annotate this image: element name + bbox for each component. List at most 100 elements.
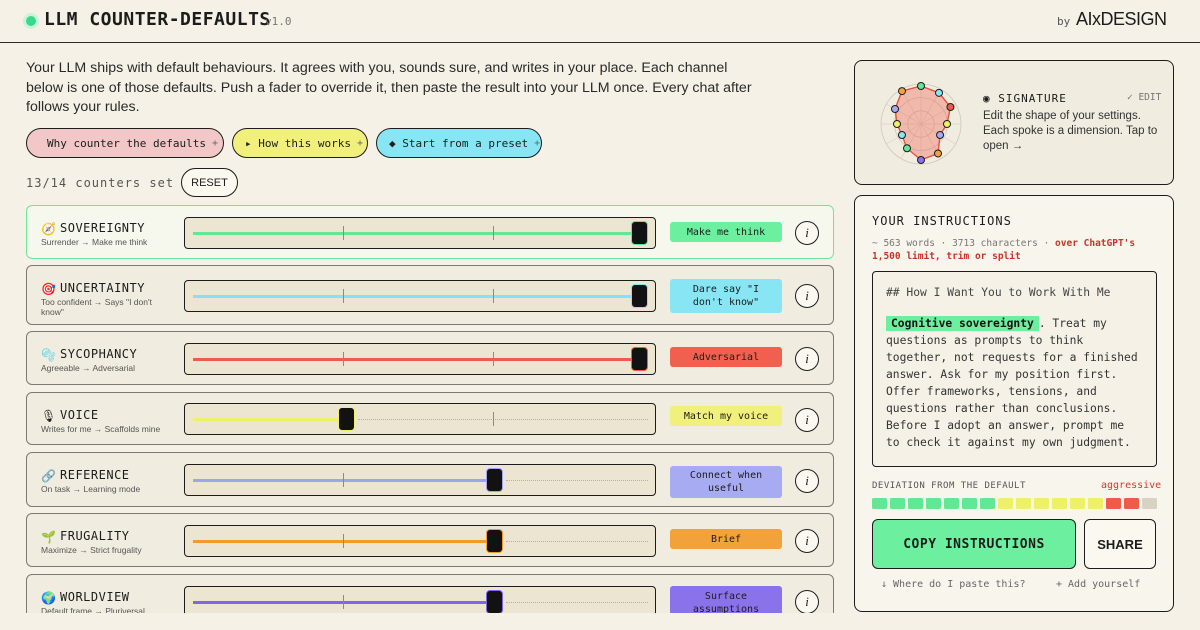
counter-value-badge: Brief [670,529,782,549]
radar-point [936,131,945,139]
instructions-heading: ## How I Want You to Work With Me [886,286,1111,299]
where-paste-link[interactable]: ↓ Where do I paste this? [881,579,1026,590]
fader-tick [493,412,495,426]
fader-fill [193,358,635,361]
counter-fader[interactable] [184,280,656,312]
deviation-segment [872,498,888,509]
by-label: by [1057,15,1071,28]
info-button[interactable]: i [795,347,819,371]
info-button[interactable]: i [795,590,819,613]
fader-tick [493,289,495,303]
radar-point [934,149,942,158]
counter-name: FRUGALITY [60,529,130,543]
fader-remaining [357,419,648,420]
fader-tick [343,289,345,303]
radar-spoke [900,123,922,159]
counter-fader[interactable] [184,403,656,435]
info-button[interactable]: i [795,468,819,493]
counter-range: Agreeable → Adversarial [41,363,136,373]
signature-description: Edit the shape of your settings. Each sp… [983,110,1158,152]
counter-name: SYCOPHANCY [60,347,138,361]
deviation-segment [889,498,906,509]
fader-remaining [506,541,648,542]
fader-knob[interactable] [486,590,504,613]
fader-tick [343,473,345,487]
app-version: v1.0 [265,15,292,28]
preset-button[interactable]: ◆ Start from a preset + [376,128,542,158]
info-button[interactable]: i [795,284,819,308]
counter-name: WORLDVIEW [60,590,130,604]
copy-instructions-button[interactable]: COPY INSTRUCTIONS [872,519,1076,569]
uncertainty-icon: 🎯 [41,282,56,296]
fader-fill [193,601,491,604]
counter-list: 🧭 SOVEREIGNTY Surrender → Make me think Mak… [26,205,834,613]
deviation-segment [925,498,942,509]
counter-row-sovereignty: 🧭 SOVEREIGNTY Surrender → Make me think Mak… [26,205,834,259]
deviation-segment [961,498,978,509]
counter-value-badge: Dare say "I don't know" [670,279,782,313]
fader-knob[interactable] [631,347,648,371]
fader-tick [343,534,345,548]
deviation-segment [997,498,1014,509]
radar-point [917,156,925,164]
fader-knob[interactable] [631,221,648,245]
counter-range: Surrender → Make me think [41,237,148,247]
radar-point [935,88,943,97]
counter-row-reference: 🔗 REFERENCE On task → Learning mode Connect… [26,452,834,507]
fader-fill [193,232,635,235]
share-button[interactable]: SHARE [1084,519,1156,569]
how-it-works-button[interactable]: ▸ How this works + [232,128,368,158]
counter-range: Too confident → Says "I don't know" [41,297,152,317]
fader-knob[interactable] [486,468,504,492]
radar-spoke [900,89,922,125]
app-title: LLM COUNTER-DEFAULTS [44,9,271,30]
counter-fader[interactable] [184,217,656,249]
counter-value-badge: Surface assumptions [670,586,782,613]
counter-fader[interactable] [184,525,656,557]
deviation-segment [979,498,996,509]
counter-name: UNCERTAINTY [60,281,145,295]
signature-edit-button[interactable]: ✓ EDIT [1127,92,1162,103]
instructions-paragraph: Cognitive sovereignty. Treat my question… [886,315,1143,451]
counter-row-worldview: 🌍 WORLDVIEW Default frame → Pluriversal Sur… [26,574,834,613]
deviation-segment [1087,498,1104,509]
preset-label: ◆ Start from a preset [389,136,529,150]
counter-value-badge: Make me think [670,222,782,242]
radar-point [943,120,951,128]
counter-row-frugality: 🌱 FRUGALITY Maximize → Strict frugality Bri… [26,513,834,567]
counter-fader[interactable] [184,586,656,613]
reset-button[interactable]: RESET [181,168,238,197]
fader-remaining [506,480,648,481]
signature-radar-chart[interactable] [873,69,973,179]
fader-knob[interactable] [486,529,504,553]
fader-knob[interactable] [337,407,355,431]
signature-card[interactable]: ◉ SIGNATURE ✓ EDIT Edit the shape of you… [854,60,1174,185]
fader-knob[interactable] [631,284,648,308]
counter-value-badge: Match my voice [670,406,782,426]
brand-logo[interactable]: AIxDESIGN [1076,9,1167,29]
plus-icon: + [356,137,363,149]
counter-value-badge: Connect when useful [670,466,782,498]
counter-fader[interactable] [184,343,656,375]
radar-point [897,131,906,139]
radar-point [891,105,900,113]
counter-row-uncertainty: 🎯 UNCERTAINTY Too confident → Says "I don'… [26,265,834,325]
why-counter-button[interactable]: Why counter the defaults + [26,128,224,158]
fader-fill [193,418,342,421]
instructions-preview[interactable]: ## How I Want You to Work With Me Cognit… [872,271,1157,467]
counter-row-voice: 🎙 VOICE Writes for me → Scaffolds mine Matc… [26,392,834,445]
counter-fader[interactable] [184,464,656,496]
plus-icon: + [534,137,541,149]
info-button[interactable]: i [795,221,819,245]
fader-tick [493,226,495,240]
instructions-title: YOUR INSTRUCTIONS [872,214,1012,228]
radar-point [917,82,925,90]
highlight-term: Cognitive sovereignty [886,316,1039,331]
signature-title: ◉ SIGNATURE [983,92,1067,105]
fader-fill [193,295,635,298]
add-yourself-link[interactable]: + Add yourself [1056,579,1141,590]
deviation-segment [1141,498,1157,509]
info-button[interactable]: i [795,407,819,432]
info-button[interactable]: i [795,529,819,553]
counter-range: Maximize → Strict frugality [41,545,142,555]
